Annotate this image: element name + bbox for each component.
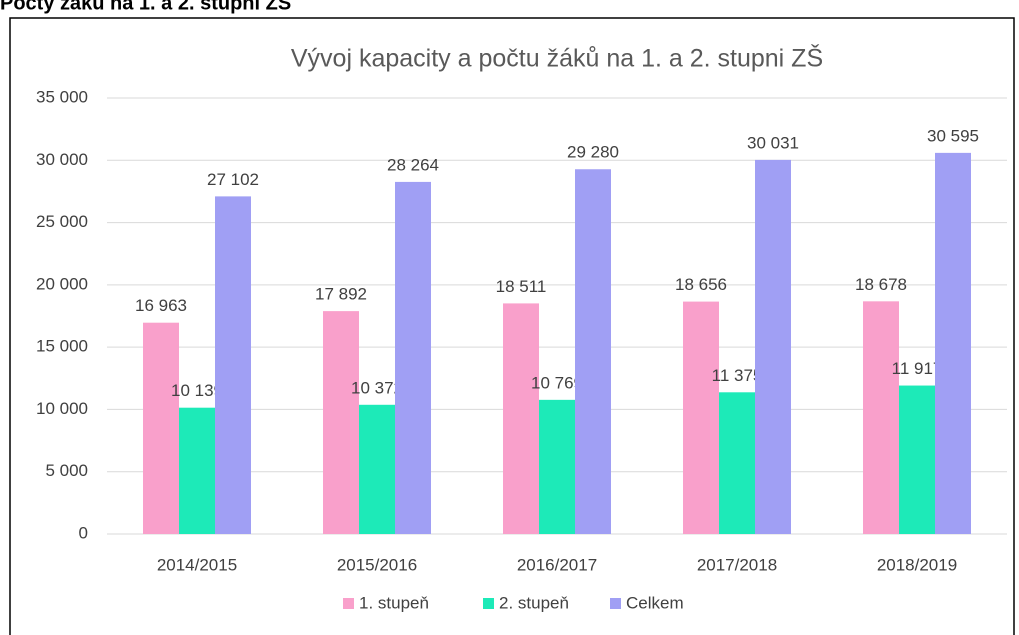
x-tick-label: 2017/2018: [697, 555, 777, 574]
legend-label: 2. stupeň: [499, 593, 569, 612]
bar: [539, 399, 575, 534]
bar: [179, 407, 215, 534]
data-label: 27 102: [207, 170, 259, 189]
bar: [323, 311, 359, 534]
y-tick-label: 5 000: [45, 461, 88, 480]
bar: [719, 392, 755, 534]
bar: [935, 152, 971, 534]
chart-frame: [9, 17, 1015, 635]
data-label: 18 678: [855, 275, 907, 294]
legend-label: 1. stupeň: [359, 593, 429, 612]
bar: [683, 301, 719, 534]
data-label: 28 264: [387, 155, 439, 174]
x-tick-label: 2014/2015: [157, 555, 237, 574]
bar: [359, 404, 395, 534]
x-tick-label: 2018/2019: [877, 555, 957, 574]
data-label: 18 511: [496, 277, 547, 296]
data-label: 10 139: [171, 381, 223, 400]
bar: [863, 301, 899, 534]
data-label: 11 917: [892, 359, 943, 378]
data-label: 10 769: [531, 373, 583, 392]
data-label: 30 031: [747, 133, 799, 152]
bar: [143, 322, 179, 534]
bar: [503, 303, 539, 534]
y-tick-label: 10 000: [36, 399, 88, 418]
bar: [215, 196, 251, 534]
bar: [395, 181, 431, 534]
legend-swatch: [343, 598, 354, 609]
data-label: 16 963: [135, 296, 187, 315]
legend-label: Celkem: [626, 593, 684, 612]
data-label: 17 892: [315, 285, 367, 304]
y-tick-label: 35 000: [36, 87, 88, 106]
x-tick-label: 2015/2016: [337, 555, 417, 574]
legend-swatch: [610, 598, 621, 609]
data-label: 30 595: [927, 126, 979, 145]
chart-title: Vývoj kapacity a počtu žáků na 1. a 2. s…: [291, 44, 823, 73]
data-label: 18 656: [675, 275, 727, 294]
x-tick-label: 2016/2017: [517, 555, 597, 574]
legend-swatch: [483, 598, 494, 609]
bar: [755, 159, 791, 534]
bar: [575, 169, 611, 534]
bar: [899, 385, 935, 534]
data-label: 10 372: [351, 378, 403, 397]
y-tick-label: 20 000: [36, 274, 88, 293]
data-label: 11 375: [712, 366, 763, 385]
y-tick-label: 0: [79, 523, 88, 542]
heading: Počty žáků na 1. a 2. stupni ZŠ: [0, 0, 291, 14]
y-tick-label: 15 000: [36, 337, 88, 356]
data-label: 29 280: [567, 143, 619, 162]
y-tick-label: 30 000: [36, 150, 88, 169]
y-tick-label: 25 000: [36, 212, 88, 231]
